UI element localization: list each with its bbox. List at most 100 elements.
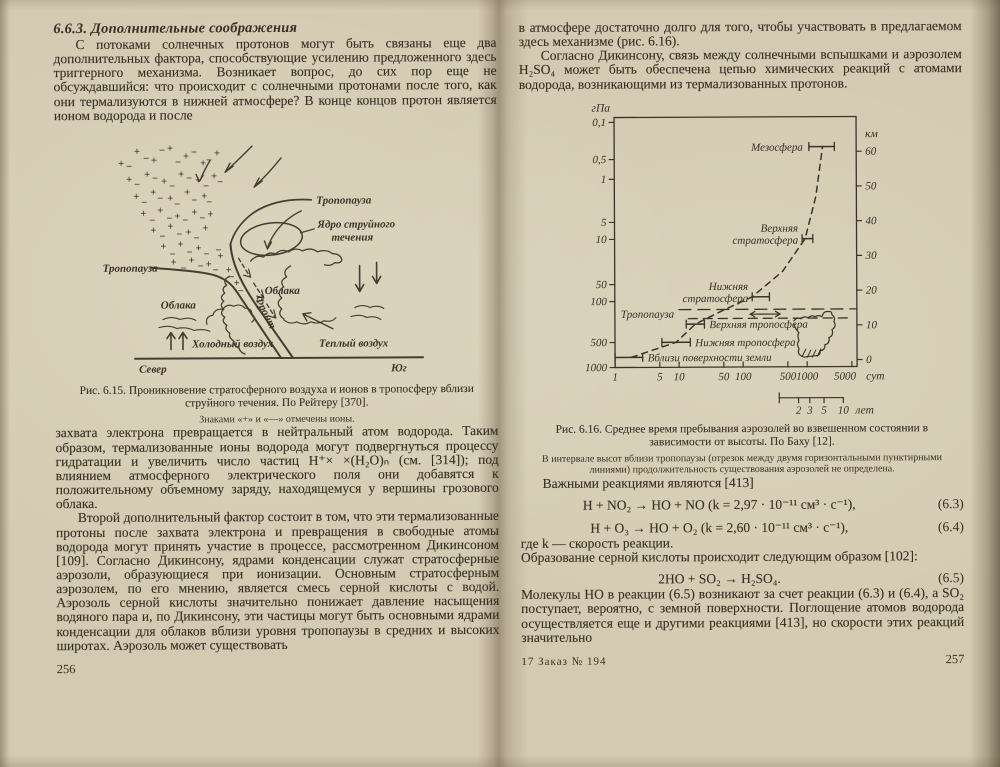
svg-text:5000: 5000 [834, 370, 857, 382]
svg-text:5: 5 [821, 404, 827, 416]
svg-text:−: − [159, 232, 165, 243]
intrusion-arrows [195, 145, 302, 250]
svg-text:+: + [126, 175, 132, 186]
front-cloud-band [220, 275, 246, 355]
svg-text:+: + [184, 187, 190, 198]
cold-air-arrows [166, 331, 188, 351]
jet-core-ellipse [239, 221, 304, 257]
equation-number: (6.5) [938, 570, 965, 586]
label-clouds-left: Облака [161, 299, 197, 311]
svg-text:+: + [234, 278, 240, 289]
svg-text:−: − [191, 147, 197, 158]
label-jet-core-2: течения [331, 231, 373, 243]
svg-text:0,5: 0,5 [592, 154, 606, 166]
figure-6-16: гПа 0,1 0,5 1 5 10 50 100 500 1000 км 60 50 40 30 20 10 0… [519, 98, 964, 477]
reactions-intro: Важными реакциями являются [413] [542, 474, 754, 491]
svg-text:+: + [150, 226, 156, 237]
svg-text:−: − [206, 155, 212, 166]
svg-text:+: + [195, 175, 201, 186]
svg-text:+: + [207, 209, 213, 220]
svg-text:−: − [186, 173, 192, 184]
svg-text:−: − [191, 195, 197, 206]
ion-symbols: ++++++++ ++++ ++ +++ ++ ++ + ++ ++ ++ + ++ + ++++−−−−… [118, 143, 244, 297]
cloud-left-streaks [158, 316, 211, 332]
front-inner-line [229, 243, 295, 359]
svg-text:−: − [181, 263, 187, 274]
svg-text:+: + [151, 156, 157, 167]
svg-text:10: 10 [866, 319, 878, 331]
svg-text:40: 40 [865, 215, 877, 227]
svg-text:+: + [226, 265, 232, 276]
svg-text:+: + [195, 243, 201, 254]
svg-text:−: − [159, 146, 165, 157]
svg-text:1: 1 [601, 174, 607, 186]
warm-air-arrow [302, 312, 334, 330]
anvil-cloud [249, 248, 343, 266]
svg-text:30: 30 [865, 250, 878, 262]
svg-text:гПа: гПа [591, 102, 610, 114]
svg-text:+: + [157, 206, 163, 217]
svg-text:−: − [149, 216, 155, 227]
label-warm-air: Теплый воздух [319, 337, 389, 349]
svg-text:−: − [169, 181, 175, 192]
svg-text:+: + [178, 169, 184, 180]
label-clouds-right: Облака [265, 285, 301, 297]
svg-text:1000: 1000 [796, 370, 819, 382]
svg-text:+: + [134, 147, 140, 158]
svg-text:+: + [218, 251, 224, 262]
svg-text:1: 1 [612, 371, 618, 383]
svg-text:−: − [174, 199, 180, 210]
equation-number: (6.4) [937, 518, 964, 535]
jet-core-leader [299, 228, 315, 234]
front-flow-dashes [237, 257, 276, 318]
svg-text:100: 100 [735, 371, 752, 383]
page-number-right: 257 [945, 651, 965, 666]
figure-6-15-caption: Рис. 6.15. Проникновение стратосферного … [79, 382, 474, 410]
svg-text:10: 10 [838, 404, 850, 416]
svg-text:+: + [183, 151, 189, 162]
svg-text:−: − [199, 213, 205, 224]
downdraft-arrows [354, 261, 382, 293]
figure-6-16-note: В интервале высот вблизи тропопаузы (отр… [542, 451, 942, 476]
svg-text:−: − [215, 245, 221, 256]
svg-text:+: + [191, 207, 197, 218]
svg-text:3: 3 [806, 404, 813, 416]
svg-text:Верхняя: Верхняя [761, 222, 799, 234]
svg-text:50: 50 [718, 371, 730, 383]
svg-text:−: − [213, 265, 219, 276]
svg-text:−: − [182, 215, 188, 226]
svg-text:−: − [169, 249, 175, 260]
cloud-left-puff [205, 304, 255, 325]
svg-text:+: + [161, 177, 167, 188]
svg-text:Нижняя тропосфера: Нижняя тропосфера [694, 337, 796, 349]
svg-text:+: + [144, 170, 150, 181]
svg-text:−: − [166, 213, 172, 224]
svg-text:60: 60 [865, 145, 877, 157]
svg-text:стратосфера: стратосфера [683, 293, 749, 305]
svg-text:500: 500 [780, 371, 797, 383]
svg-text:−: − [175, 157, 181, 168]
svg-text:−: − [229, 272, 235, 283]
svg-text:−: − [217, 177, 223, 188]
svg-text:+: + [200, 158, 206, 169]
svg-text:+: + [214, 148, 220, 159]
svg-text:Нижняя: Нижняя [708, 281, 748, 293]
svg-text:10: 10 [596, 234, 608, 246]
svg-text:5: 5 [657, 371, 663, 383]
paragraph: С потоками солнечных протонов могут быть… [53, 34, 497, 123]
paragraph: Второй дополнительный фактор состоит в т… [55, 508, 500, 653]
svg-text:−: − [206, 197, 212, 208]
svg-text:−: − [141, 198, 147, 209]
svg-text:−: − [238, 286, 244, 297]
figure-6-16-caption: Рис. 6.16. Среднее время пребывания аэро… [555, 421, 929, 449]
label-south: Юг [390, 362, 407, 374]
equation-number: (6.3) [937, 495, 964, 512]
svg-text:50: 50 [865, 180, 877, 192]
label-jet-core-1: Ядро струйного [316, 218, 395, 230]
svg-text:+: + [202, 223, 208, 234]
figure-6-15: + + + + + + + + + + + + + + + + + + + + + + + + + + + + + + + + + + + + − − − −… [54, 135, 499, 427]
svg-text:1000: 1000 [585, 362, 608, 374]
svg-text:сут: сут [866, 370, 884, 382]
svg-text:20: 20 [866, 284, 878, 296]
aerosol-residence-chart: гПа0,10,51510501005001000км6050403020100… [585, 102, 885, 416]
